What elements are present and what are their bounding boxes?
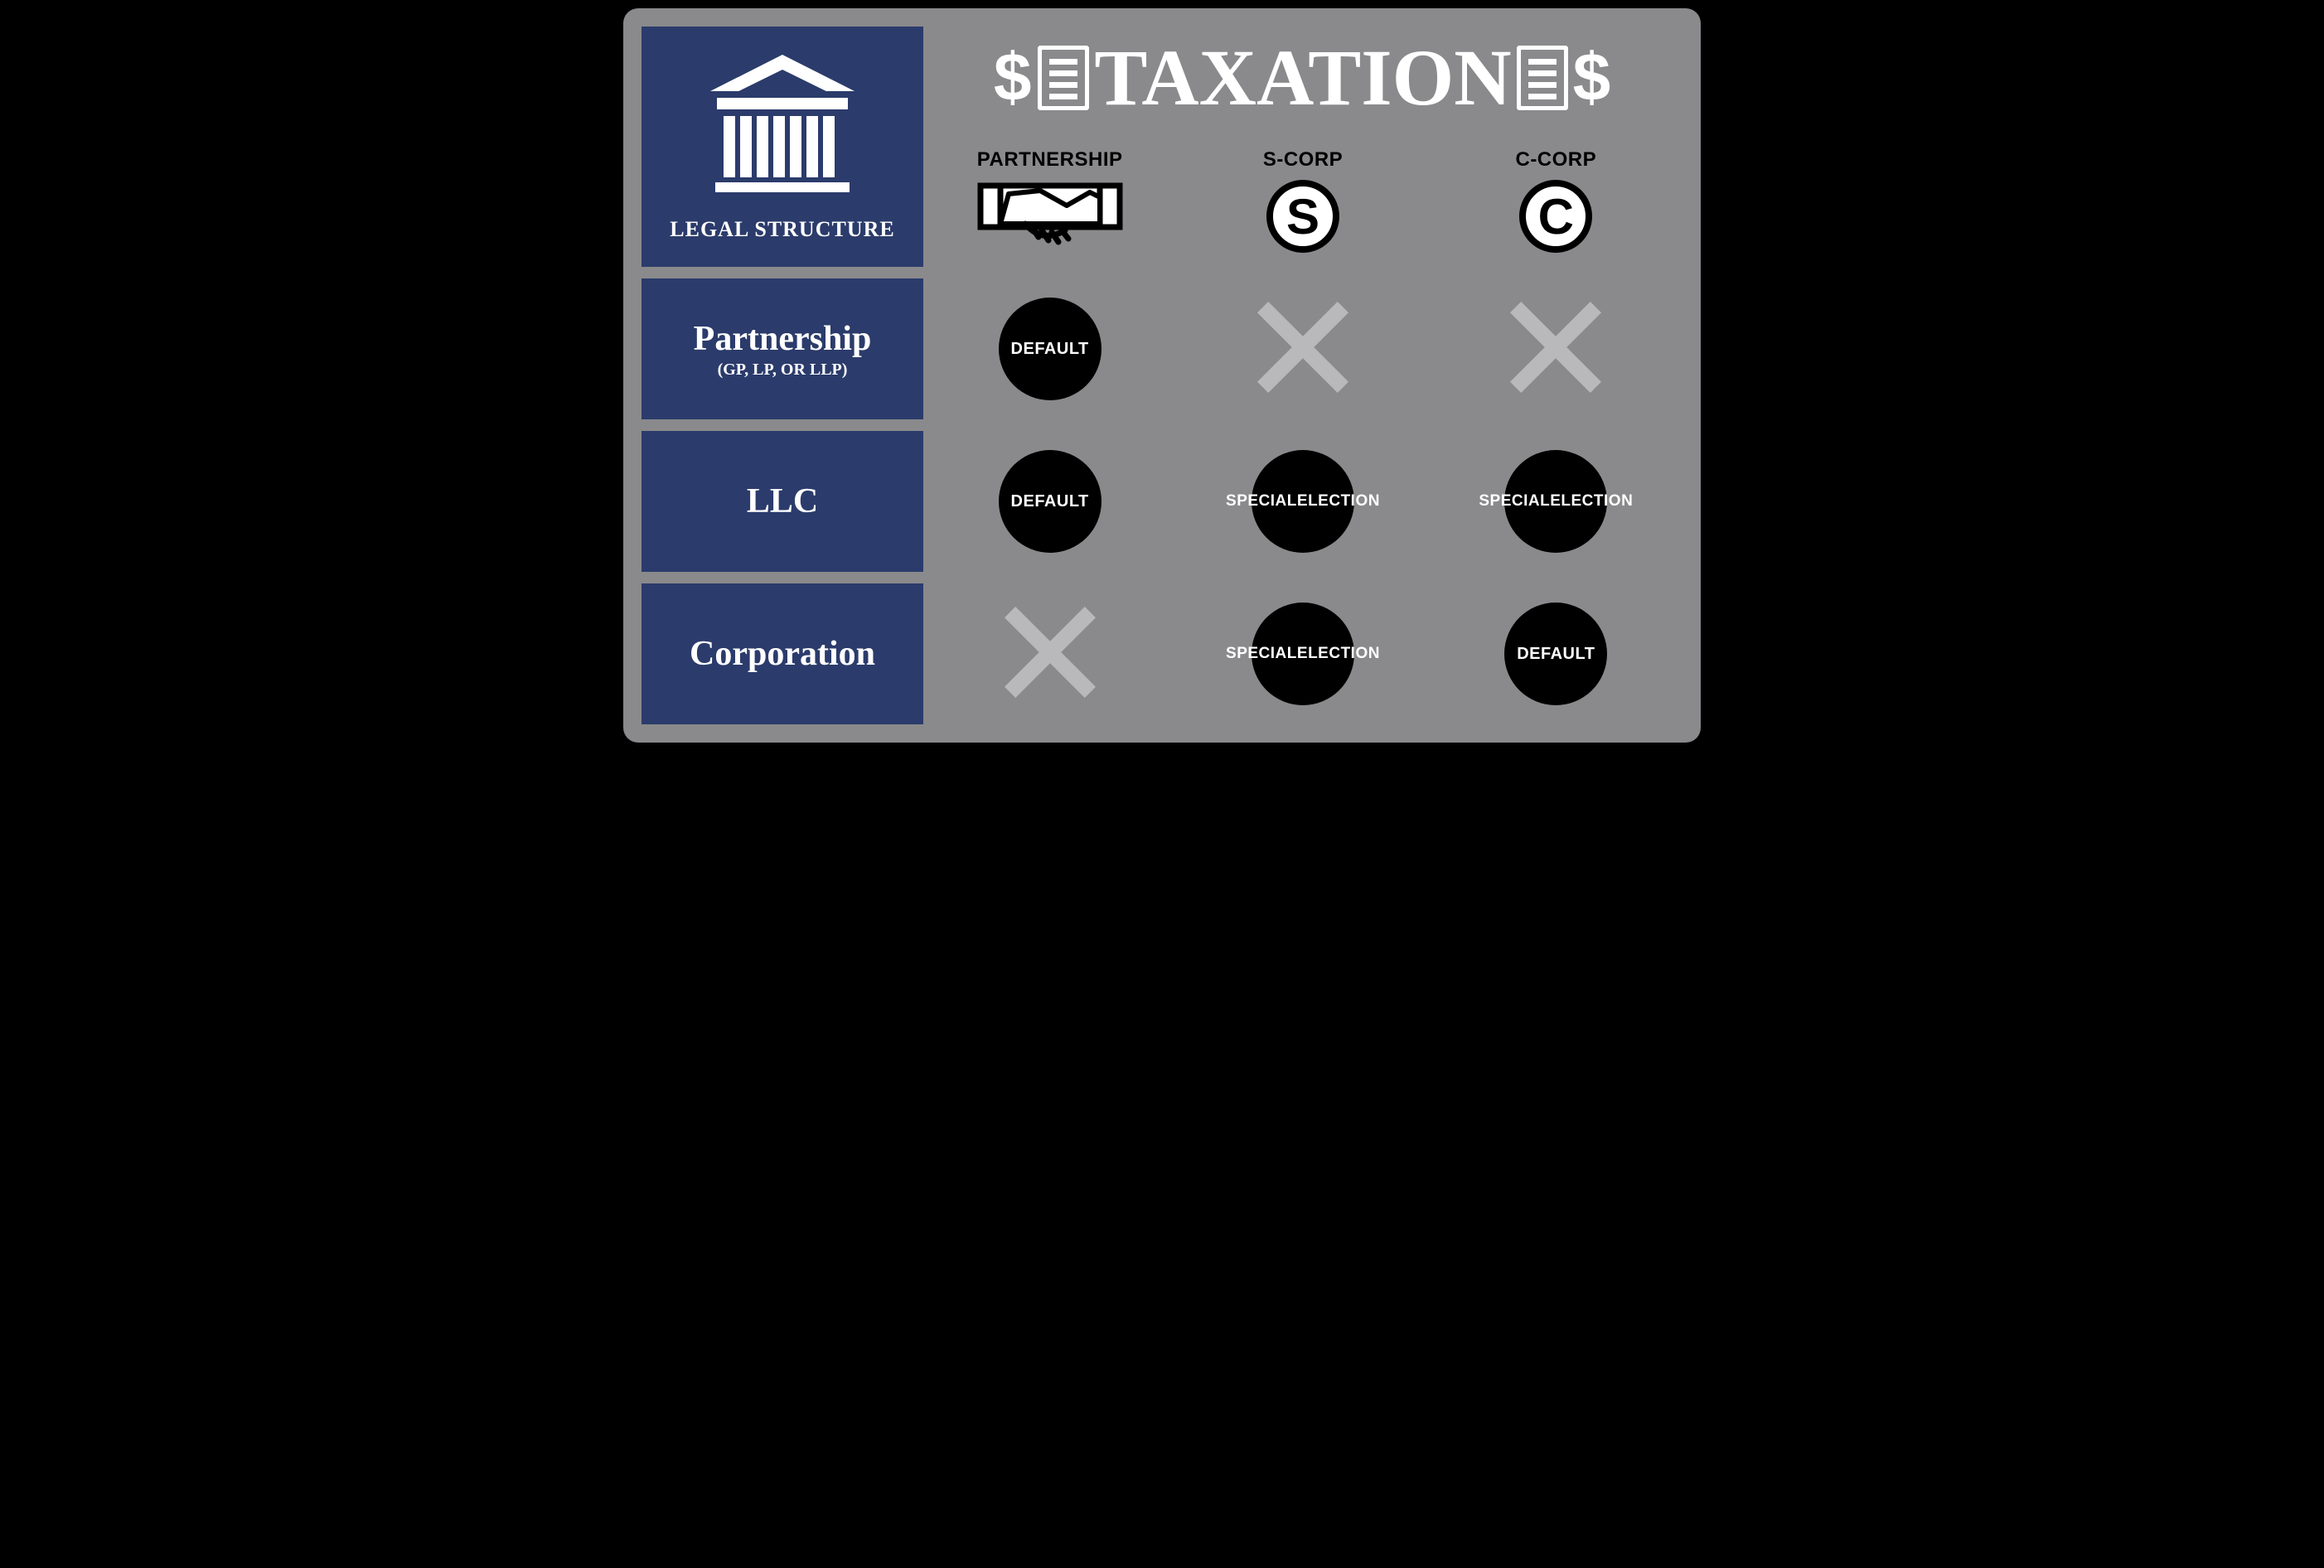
cell-r2-c3: SPECIALELECTION [1430, 431, 1682, 572]
comparison-grid: LEGAL STRUCTURE $ TAXATION [642, 27, 1682, 724]
status-circle: SPECIALELECTION [1252, 450, 1354, 553]
c-circle-icon: C [1519, 180, 1592, 253]
infographic-canvas: LEGAL STRUCTURE $ TAXATION [623, 8, 1701, 743]
handshake-icon [976, 179, 1125, 254]
taxation-word: TAXATION [1094, 31, 1511, 123]
cell-r3-c3: DEFAULT [1430, 583, 1682, 724]
cross-icon [1257, 302, 1348, 397]
col-head-partnership: PARTNERSHIP [923, 148, 1176, 256]
col-head-scorp: S-CORP S [1176, 148, 1429, 256]
courthouse-icon [695, 51, 869, 209]
row-title-corporation: Corporation [690, 634, 875, 674]
s-circle-icon: S [1266, 180, 1339, 253]
cell-r1-c3 [1430, 278, 1682, 419]
row-sub-partnership: (GP, LP, OR LLP) [718, 361, 848, 380]
document-icon-right [1517, 46, 1568, 110]
col-label-ccorp: C-CORP [1515, 148, 1596, 172]
col-label-partnership: PARTNERSHIP [977, 148, 1123, 172]
cell-r1-c1: DEFAULT [923, 278, 1176, 419]
cell-r1-c2 [1176, 278, 1429, 419]
taxation-title: $ TAXATION $ [923, 31, 1682, 123]
row-header-partnership: Partnership (GP, LP, OR LLP) [642, 278, 923, 419]
cell-r3-c2: SPECIALELECTION [1176, 583, 1429, 724]
status-circle: DEFAULT [999, 450, 1101, 553]
status-circle: SPECIALELECTION [1252, 603, 1354, 705]
cross-icon [1005, 607, 1096, 702]
status-circle: SPECIALELECTION [1504, 450, 1607, 553]
dollar-right: $ [1573, 39, 1613, 117]
title-bar: $ TAXATION $ [923, 27, 1682, 267]
row-title-partnership: Partnership [694, 319, 872, 359]
cell-r3-c1 [923, 583, 1176, 724]
row-header-corporation: Corporation [642, 583, 923, 724]
cross-icon [1510, 302, 1601, 397]
row-header-llc: LLC [642, 431, 923, 572]
cell-r2-c1: DEFAULT [923, 431, 1176, 572]
col-label-scorp: S-CORP [1263, 148, 1343, 172]
legal-structure-header: LEGAL STRUCTURE [642, 27, 923, 267]
status-circle: DEFAULT [999, 298, 1101, 400]
status-circle: DEFAULT [1504, 603, 1607, 705]
row-title-llc: LLC [747, 482, 818, 521]
document-icon-left [1038, 46, 1089, 110]
cell-r2-c2: SPECIALELECTION [1176, 431, 1429, 572]
col-head-ccorp: C-CORP C [1430, 148, 1682, 256]
column-headers: PARTNERSHIP S-CORP [923, 148, 1682, 256]
legal-structure-label: LEGAL STRUCTURE [670, 217, 894, 242]
dollar-left: $ [994, 39, 1034, 117]
